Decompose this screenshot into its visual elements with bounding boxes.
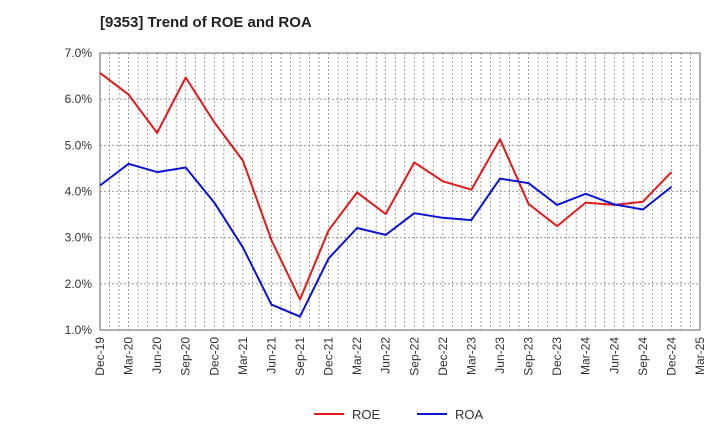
legend: ROE ROA bbox=[314, 407, 484, 422]
y-tick-label: 7.0% bbox=[65, 46, 93, 60]
x-tick-label: Dec-23 bbox=[550, 337, 564, 376]
x-tick-label: Jun-20 bbox=[150, 337, 164, 374]
x-tick-label: Dec-24 bbox=[664, 337, 678, 376]
y-tick-label: 4.0% bbox=[65, 185, 93, 199]
y-tick-label: 2.0% bbox=[65, 277, 93, 291]
legend-label-roa: ROA bbox=[455, 407, 484, 422]
x-tick-label: Dec-20 bbox=[207, 337, 221, 376]
axes: 1.0% 2.0% 3.0% 4.0% 5.0% 6.0% 7.0% Dec-19 Mar-20… bbox=[65, 46, 707, 376]
x-tick-label: Mar-21 bbox=[236, 337, 250, 375]
x-tick-label: Sep-20 bbox=[179, 337, 193, 376]
y-tick-label: 5.0% bbox=[65, 138, 93, 152]
chart-title: [9353] Trend of ROE and ROA bbox=[100, 14, 312, 31]
legend-label-roe: ROE bbox=[352, 407, 381, 422]
y-tick-label: 1.0% bbox=[65, 323, 93, 337]
x-tick-label: Jun-22 bbox=[379, 337, 393, 374]
x-tick-label: Jun-24 bbox=[607, 337, 621, 374]
x-tick-label: Sep-23 bbox=[522, 337, 536, 376]
y-tick-label: 6.0% bbox=[65, 92, 93, 106]
x-tick-label: Jun-23 bbox=[493, 337, 507, 374]
series bbox=[99, 72, 673, 318]
x-tick-label: Dec-22 bbox=[436, 337, 450, 376]
x-tick-label: Mar-23 bbox=[464, 337, 478, 375]
x-tick-label: Dec-21 bbox=[322, 337, 336, 376]
grid bbox=[99, 52, 701, 331]
x-tick-label: Sep-24 bbox=[636, 337, 650, 376]
x-tick-label: Mar-24 bbox=[579, 337, 593, 375]
x-tick-label: Sep-21 bbox=[293, 337, 307, 376]
x-tick-label: Mar-20 bbox=[122, 337, 136, 375]
x-tick-label: Jun-21 bbox=[264, 337, 278, 374]
x-tick-label: Sep-22 bbox=[407, 337, 421, 376]
y-tick-label: 3.0% bbox=[65, 231, 93, 245]
x-tick-label: Mar-25 bbox=[693, 337, 707, 375]
series-line-roe bbox=[99, 72, 673, 301]
series-line-roa bbox=[99, 162, 673, 318]
plot-area-border bbox=[99, 52, 701, 331]
x-tick-label: Dec-19 bbox=[93, 337, 107, 376]
x-tick-label: Mar-22 bbox=[350, 337, 364, 375]
